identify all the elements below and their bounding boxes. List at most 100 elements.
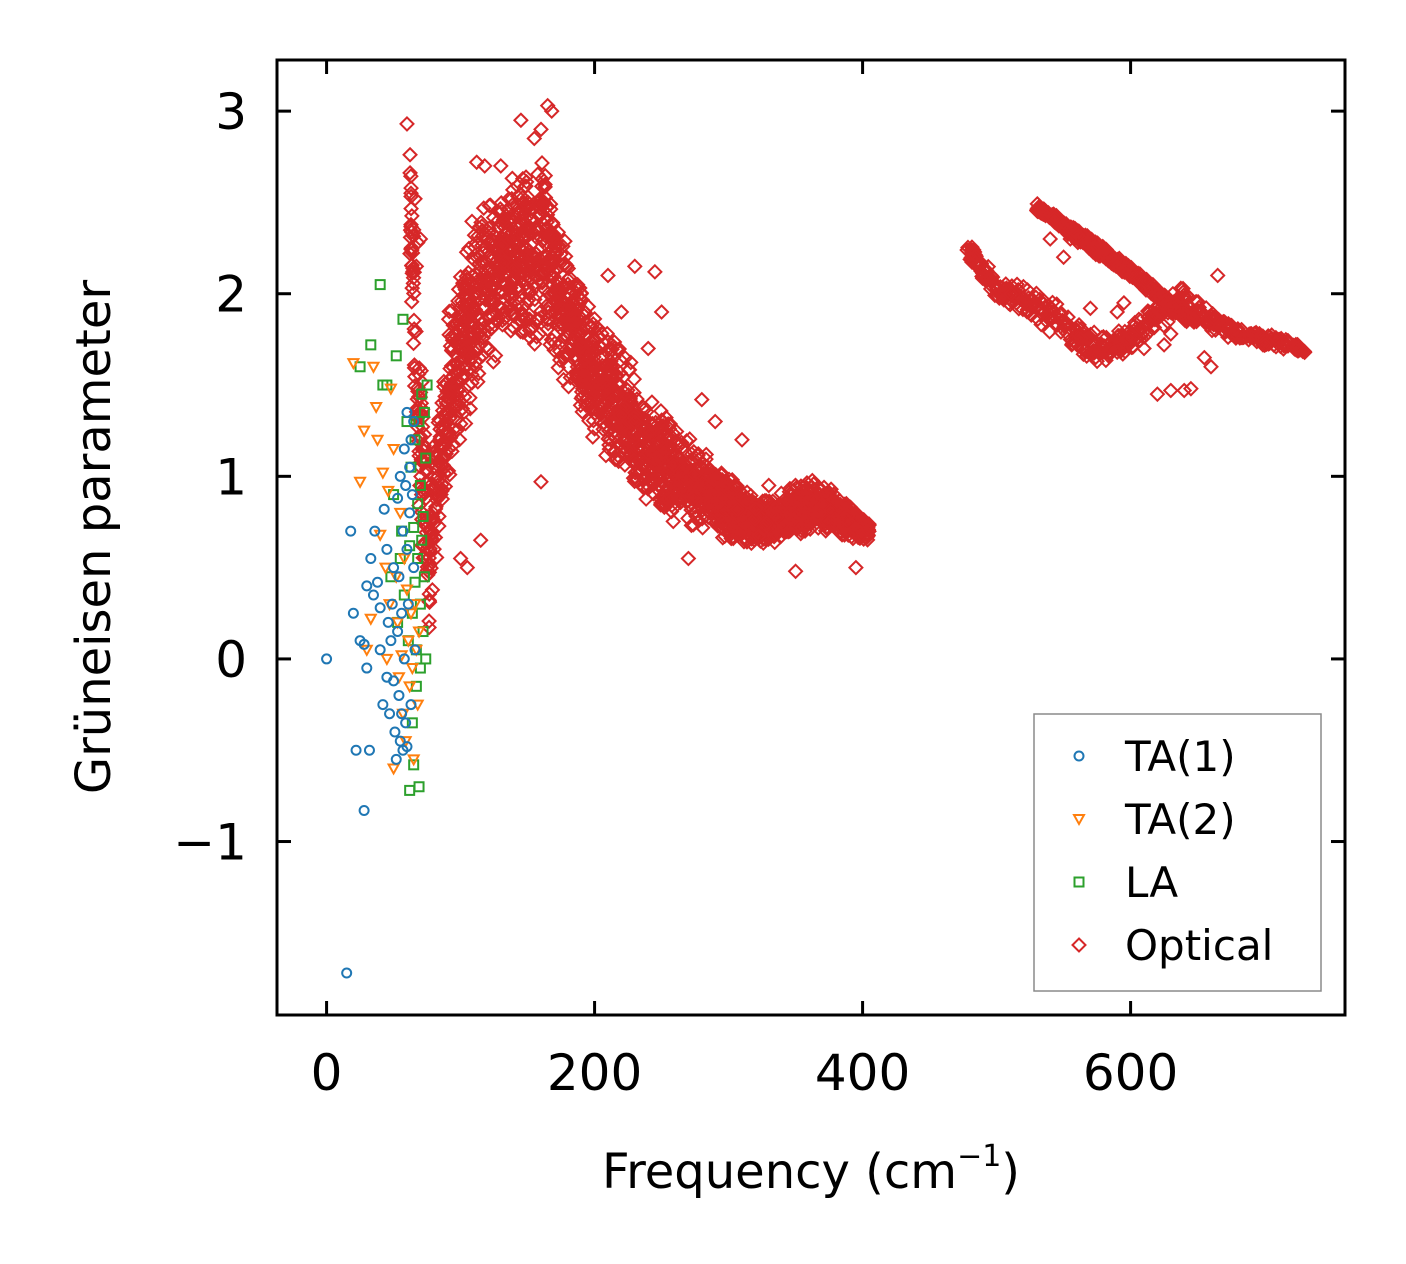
point-optical (1032, 200, 1049, 217)
point-optical (490, 241, 507, 257)
point-la (420, 452, 432, 464)
point-optical (603, 386, 620, 403)
point-optical (1132, 319, 1149, 336)
point-ta1 (398, 653, 410, 665)
point-optical (402, 164, 418, 181)
point-ta1 (350, 744, 362, 756)
point-optical (526, 291, 543, 308)
point-optical (793, 478, 809, 495)
point-optical (412, 428, 429, 445)
point-optical (606, 444, 623, 461)
point-optical (407, 190, 423, 207)
point-optical (1115, 294, 1132, 311)
point-optical (485, 291, 502, 308)
point-optical (1110, 323, 1127, 339)
point-optical (1062, 231, 1079, 247)
point-optical (406, 378, 423, 394)
point-optical (469, 249, 485, 266)
point-optical (1091, 345, 1108, 362)
point-optical (526, 267, 543, 284)
point-optical (787, 563, 804, 580)
point-optical (762, 521, 779, 538)
point-optical (1227, 324, 1243, 341)
point-optical (560, 378, 577, 395)
point-optical (665, 513, 682, 530)
point-optical (707, 413, 724, 430)
point-optical (669, 435, 686, 452)
point-optical (861, 517, 877, 534)
point-optical (1289, 340, 1306, 357)
point-optical (625, 470, 642, 487)
point-optical (426, 443, 443, 460)
point-optical (443, 342, 460, 359)
point-optical (405, 221, 422, 238)
point-optical (456, 404, 473, 421)
point-optical (581, 366, 598, 383)
point-la (414, 479, 426, 491)
point-ta1 (388, 562, 400, 574)
point-optical (808, 510, 825, 527)
point-optical (742, 487, 759, 504)
point-optical (426, 486, 443, 503)
point-optical (1056, 318, 1073, 335)
point-optical (964, 239, 980, 256)
point-optical (485, 353, 502, 370)
point-optical (421, 619, 438, 636)
point-la (390, 350, 402, 362)
point-optical (438, 403, 455, 420)
point-ta1 (404, 461, 416, 473)
point-optical (574, 367, 591, 384)
point-optical (549, 290, 566, 307)
point-ta2 (401, 635, 416, 648)
point-optical (536, 258, 553, 274)
point-optical (747, 511, 764, 528)
point-optical (1105, 342, 1122, 358)
point-optical (1004, 294, 1021, 310)
point-optical (1145, 306, 1162, 323)
point-ta1 (381, 543, 393, 555)
point-optical (652, 403, 669, 419)
point-optical (462, 344, 479, 361)
point-ta1 (405, 434, 417, 446)
x-tick-label: 200 (547, 1044, 642, 1102)
point-optical (475, 200, 492, 217)
point-optical (1149, 386, 1166, 403)
point-optical (717, 515, 734, 532)
point-optical (536, 280, 552, 297)
point-optical (1048, 316, 1065, 333)
point-optical (1109, 344, 1126, 361)
point-la (397, 313, 409, 325)
point-optical (512, 112, 529, 129)
point-ta2 (404, 608, 418, 621)
point-optical (402, 168, 419, 185)
point-ta2 (376, 467, 390, 480)
point-ta1 (382, 616, 394, 628)
point-optical (637, 425, 654, 442)
point-la (409, 434, 421, 446)
point-optical (1221, 319, 1238, 336)
point-optical (560, 271, 576, 288)
point-optical (522, 329, 538, 346)
point-optical (413, 451, 430, 468)
point-optical (643, 394, 660, 411)
point-ta1 (361, 580, 373, 592)
point-optical (461, 301, 478, 318)
point-optical (721, 471, 737, 488)
point-optical (627, 469, 644, 486)
point-optical (751, 528, 768, 544)
point-ta1 (358, 804, 370, 816)
point-optical (678, 433, 695, 449)
point-optical (421, 586, 438, 602)
point-optical (504, 181, 521, 198)
point-optical (731, 525, 748, 542)
point-optical (626, 413, 643, 430)
legend: TA(1) TA(2) LA Optical (1033, 713, 1322, 992)
point-optical (524, 248, 541, 264)
point-optical (845, 530, 861, 547)
point-ta1 (390, 753, 402, 765)
point-optical (1211, 317, 1228, 334)
point-optical (1028, 202, 1045, 219)
legend-marker-la (1073, 876, 1085, 888)
point-optical (1182, 380, 1199, 397)
point-optical (450, 363, 467, 380)
